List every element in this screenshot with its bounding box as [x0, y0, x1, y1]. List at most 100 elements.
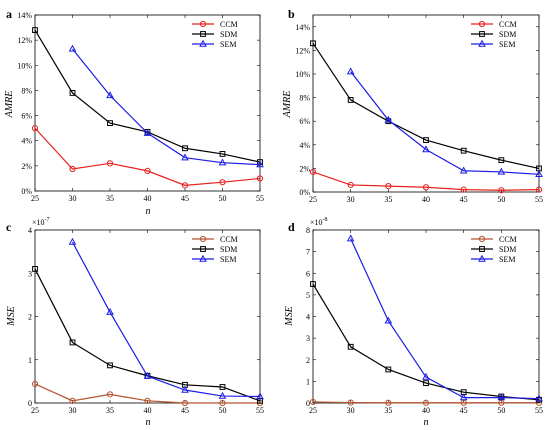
- series-line: [72, 48, 261, 166]
- series-sem: [68, 44, 264, 168]
- legend-label: SDM: [499, 245, 516, 254]
- legend-marker: [478, 254, 486, 262]
- x-tick-label: 45: [460, 195, 468, 204]
- data-point: [68, 44, 77, 52]
- series-sem: [68, 237, 264, 400]
- y-tick-label: 4: [306, 313, 310, 322]
- y-axis-label: MSE: [284, 306, 295, 326]
- y-tick-label: 6: [306, 269, 310, 278]
- series-line: [34, 29, 261, 163]
- y-tick-label: 4%: [21, 137, 32, 146]
- data-point: [69, 165, 76, 173]
- y-tick-label: 7: [306, 248, 310, 257]
- data-point: [384, 316, 393, 324]
- data-point: [32, 27, 38, 33]
- series-line: [312, 401, 539, 404]
- panel-label: a: [6, 7, 12, 21]
- data-point: [219, 151, 226, 157]
- panel-label: d: [288, 220, 295, 234]
- data-point: [310, 40, 316, 47]
- legend-marker: [478, 39, 486, 47]
- legend-marker: [479, 31, 485, 37]
- y-tick-label: 2%: [299, 164, 310, 173]
- series-sdm: [310, 281, 542, 403]
- data-point: [422, 145, 430, 153]
- legend-marker: [199, 235, 207, 243]
- x-tick-label: 25: [31, 406, 39, 415]
- data-point: [106, 91, 114, 99]
- series-ccm: [31, 125, 264, 189]
- series-line: [71, 241, 261, 398]
- legend-marker: [200, 246, 206, 252]
- legend-label: SEM: [220, 40, 236, 49]
- x-tick-label: 55: [535, 406, 543, 415]
- y-tick-label: 6%: [299, 117, 310, 126]
- y-tick-label: 2: [306, 356, 310, 365]
- data-point: [422, 372, 430, 380]
- data-point: [31, 125, 39, 132]
- data-point: [218, 158, 227, 166]
- legend-label: SEM: [220, 255, 236, 264]
- x-tick-label: 25: [309, 195, 317, 204]
- y-exponent-power: -7: [45, 217, 50, 223]
- data-point: [346, 234, 355, 242]
- y-tick-label: 0: [28, 399, 32, 408]
- y-exponent-label: ×10-8: [310, 217, 328, 227]
- legend-label: SDM: [499, 30, 516, 39]
- y-tick-label: 8%: [299, 94, 310, 103]
- x-tick-label: 50: [497, 195, 505, 204]
- series-line: [312, 283, 540, 401]
- legend-label: SEM: [499, 40, 515, 49]
- data-point: [309, 398, 317, 406]
- x-tick-label: 35: [106, 406, 114, 415]
- legend-marker: [479, 246, 485, 252]
- series-line: [34, 268, 261, 402]
- legend-marker: [199, 20, 207, 28]
- series-sem: [346, 67, 543, 177]
- data-point: [423, 380, 429, 387]
- legend-marker: [200, 31, 206, 37]
- x-tick-label: 25: [309, 406, 317, 415]
- x-tick-label: 40: [144, 194, 152, 203]
- legend-label: CCM: [220, 20, 238, 29]
- data-point: [68, 237, 77, 245]
- data-point: [346, 67, 355, 75]
- data-point: [460, 147, 467, 154]
- x-axis-label: n: [146, 417, 151, 428]
- y-tick-label: 4: [28, 226, 32, 235]
- x-tick-label: 55: [535, 195, 543, 204]
- y-tick-label: 12%: [17, 36, 32, 45]
- data-point: [384, 115, 393, 123]
- data-point: [535, 170, 543, 177]
- y-tick-label: 12%: [295, 46, 310, 55]
- legend-label: SDM: [220, 245, 237, 254]
- data-point: [144, 167, 151, 174]
- data-point: [69, 339, 76, 346]
- x-tick-label: 40: [422, 195, 430, 204]
- legend-marker: [478, 235, 486, 243]
- data-point: [347, 343, 354, 350]
- data-point: [181, 385, 189, 393]
- x-tick-label: 40: [144, 406, 152, 415]
- y-tick-label: 2: [28, 313, 32, 322]
- y-tick-label: 3: [28, 269, 32, 278]
- data-point: [181, 153, 189, 161]
- data-point: [460, 186, 467, 193]
- x-tick-label: 25: [31, 194, 39, 203]
- data-point: [106, 307, 114, 315]
- y-tick-label: 0%: [299, 188, 310, 197]
- y-tick-label: 0%: [21, 187, 32, 196]
- x-tick-label: 30: [69, 194, 77, 203]
- series-ccm: [31, 380, 264, 407]
- legend-label: CCM: [499, 235, 517, 244]
- legend-marker: [199, 39, 207, 47]
- legend-label: SEM: [499, 255, 515, 264]
- x-axis-label: n: [146, 206, 151, 217]
- data-point: [143, 371, 152, 379]
- data-point: [422, 184, 430, 191]
- data-point: [32, 266, 38, 272]
- data-point: [498, 157, 505, 164]
